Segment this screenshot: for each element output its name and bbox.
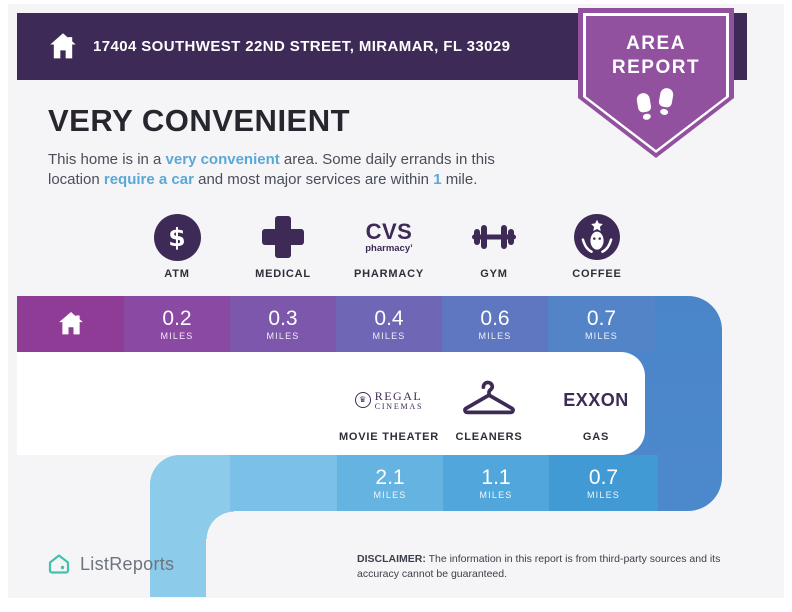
distance-bar-row2: 2.1 MILES 1.1 MILES 0.7 MILES <box>150 455 658 511</box>
amenity-coffee: COFFEE <box>537 211 657 280</box>
distance-cell-movie-theater: 2.1 MILES <box>337 455 443 511</box>
desc-text: mile. <box>441 170 478 188</box>
distance-cell-pharmacy: 0.4 MILES <box>336 296 442 352</box>
amenity-label: PHARMACY <box>354 268 424 280</box>
amenity-pharmacy: CVS pharmacy’ PHARMACY <box>329 211 449 280</box>
amenity-label: GAS <box>582 431 610 443</box>
property-address: 17404 SOUTHWEST 22ND STREET, MIRAMAR, FL… <box>93 38 511 55</box>
bar2-lead-segment <box>150 455 230 511</box>
amenity-movie-theater: ♛ REGAL CINEMAS MOVIE THEATER <box>319 374 459 444</box>
exxon-logo: EXXON <box>563 389 629 410</box>
amenity-label: ATM <box>164 268 190 280</box>
distance-bar-tail-fillet <box>206 511 234 539</box>
disclaimer-label: DISCLAIMER: <box>357 553 426 565</box>
desc-highlight-one: 1 <box>433 170 442 188</box>
medical-cross-icon <box>223 211 343 263</box>
desc-highlight-require-a-car: require a car <box>103 170 194 188</box>
home-marker-cell <box>17 296 124 352</box>
badge-title-line2: REPORT <box>611 57 701 78</box>
home-icon <box>47 30 79 64</box>
amenity-label: COFFEE <box>572 268 622 280</box>
amenity-label: CLEANERS <box>455 431 523 443</box>
desc-text: and most major services are within <box>193 170 434 188</box>
distance-cell-gas: 0.7 MILES <box>549 455 658 511</box>
bar2-segment <box>230 455 337 511</box>
distance-bar-row1: 0.2 MILES 0.3 MILES 0.4 MILES 0.6 MILES … <box>17 296 655 352</box>
disclaimer: DISCLAIMER: The information in this repo… <box>357 552 752 581</box>
distance-cell-coffee: 0.7 MILES <box>548 296 655 352</box>
distance-cell-atm: 0.2 MILES <box>124 296 230 352</box>
desc-text: area. Some daily errands in this <box>279 151 495 168</box>
second-amenity-row-panel <box>17 352 645 455</box>
amenity-gym: GYM <box>434 211 554 280</box>
desc-text: location <box>48 170 104 188</box>
regal-cinemas-logo: ♛ REGAL CINEMAS <box>354 390 424 411</box>
atm-dollar-icon: $ <box>153 213 201 261</box>
badge-content: AREA REPORT <box>578 8 734 128</box>
desc-highlight-very-convenient: very convenient <box>165 151 280 168</box>
listreports-house-icon <box>48 554 70 574</box>
listreports-brand: ListReports <box>46 551 174 577</box>
home-icon <box>58 312 83 335</box>
footprints-icon <box>633 87 679 128</box>
walkability-description: This home is in a very convenient area. … <box>48 150 578 189</box>
listreports-wordmark: ListReports <box>80 553 175 574</box>
amenity-gas: EXXON GAS <box>536 374 656 444</box>
area-report-badge: AREA REPORT <box>578 8 734 158</box>
distance-cell-cleaners: 1.1 MILES <box>443 455 549 511</box>
amenity-label: MOVIE THEATER <box>338 431 440 443</box>
starbucks-logo <box>537 211 657 263</box>
regal-crown-icon: ♛ <box>354 392 371 408</box>
disclaimer-text: The information in this report is from t… <box>357 553 721 580</box>
amenity-atm: $ ATM <box>117 211 237 280</box>
badge-title-line1: AREA <box>626 33 686 54</box>
cvs-pharmacy-logo: CVS pharmacy’ <box>365 218 413 254</box>
walkability-title: VERY CONVENIENT <box>48 103 351 138</box>
amenity-cleaners: CLEANERS <box>429 374 549 443</box>
hanger-icon <box>429 374 549 426</box>
distance-cell-medical: 0.3 MILES <box>230 296 336 352</box>
dumbbell-icon <box>434 211 554 263</box>
amenity-medical: MEDICAL <box>223 211 343 280</box>
amenity-label: GYM <box>480 268 508 280</box>
distance-cell-gym: 0.6 MILES <box>442 296 548 352</box>
desc-text: This home is in a <box>48 151 166 168</box>
amenity-label: MEDICAL <box>255 268 311 280</box>
